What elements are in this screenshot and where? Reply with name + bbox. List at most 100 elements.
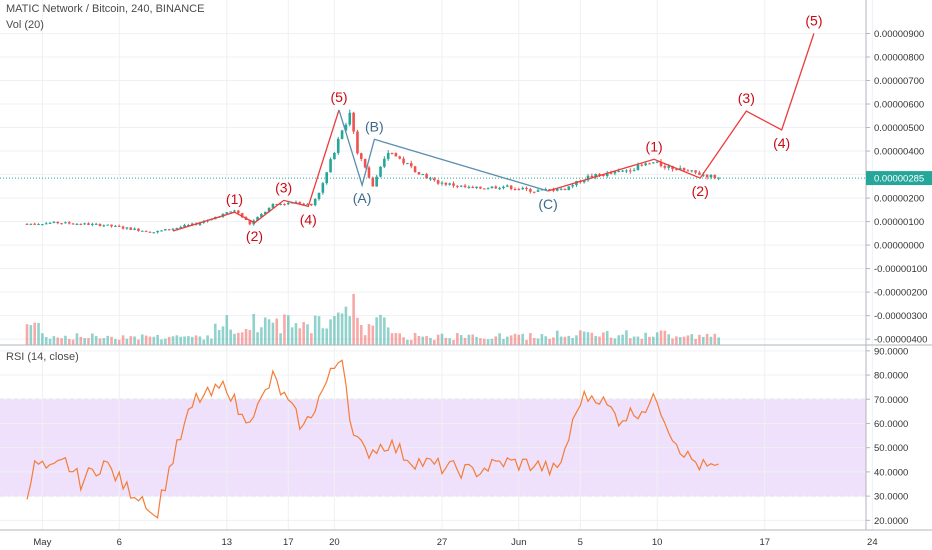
volume-bar: [632, 336, 636, 345]
candle-body: [25, 223, 29, 225]
volume-bar: [67, 339, 71, 345]
candle-body: [471, 186, 475, 189]
volume-bar: [413, 332, 417, 345]
volume-bar: [225, 315, 229, 345]
volume-bar: [406, 339, 409, 345]
rsi-tick-label: 40.0000: [874, 467, 908, 478]
candle-body: [532, 191, 536, 193]
volume-bar: [279, 333, 282, 345]
volume-bar: [613, 338, 617, 345]
candle-body: [344, 124, 348, 131]
volume-bar: [64, 335, 67, 345]
candle-body: [559, 188, 563, 190]
volume-bar: [33, 322, 36, 345]
volume-bar: [48, 338, 52, 345]
candle-body: [283, 203, 286, 205]
time-tick-label: 17: [759, 537, 770, 548]
candle-body: [164, 229, 167, 231]
volume-bar: [336, 312, 340, 345]
wave-label: (5): [330, 89, 347, 105]
volume-bar: [571, 337, 574, 345]
volume-bar: [517, 334, 521, 345]
rsi-layer: [26, 359, 719, 519]
volume-bar: [260, 327, 263, 345]
candle-body: [167, 229, 171, 231]
candle-body: [436, 180, 440, 184]
candle-body: [187, 224, 190, 226]
volume-bar: [598, 336, 601, 345]
candle-body: [433, 178, 436, 181]
volume-bar: [659, 330, 663, 345]
candle-body: [448, 183, 451, 185]
candle-body: [110, 224, 113, 227]
volume-bar: [555, 330, 559, 345]
candle-body: [225, 212, 229, 214]
volume-bar: [179, 336, 182, 345]
candle-body: [406, 163, 409, 165]
volume-bar: [121, 335, 125, 345]
candle-body: [686, 170, 690, 172]
candle-body: [509, 185, 513, 189]
candle-body: [494, 186, 498, 189]
candle-body: [321, 183, 325, 193]
candle-body: [590, 175, 594, 178]
current-price-marker: [866, 171, 932, 186]
candle-body: [417, 172, 421, 175]
rsi-tick-label: 30.0000: [874, 492, 908, 503]
volume-bar: [190, 336, 194, 345]
wave-label: (A): [353, 190, 372, 206]
rsi-indicator-label[interactable]: RSI (14, close): [6, 351, 79, 363]
volume-bar: [359, 325, 363, 345]
time-tick-label: 24: [867, 537, 878, 548]
candle-body: [340, 130, 344, 139]
rsi-line: [26, 359, 719, 519]
volume-bar: [625, 330, 628, 345]
volume-bar: [310, 333, 313, 345]
symbol-title[interactable]: MATIC Network / Bitcoin, 240, BINANCE: [6, 3, 205, 15]
candle-body: [713, 174, 717, 179]
candle-body: [156, 230, 159, 233]
candle-body: [540, 189, 544, 191]
candle-body: [644, 163, 647, 166]
volume-bar: [436, 334, 440, 345]
volume-bar: [125, 338, 129, 345]
candle-body: [421, 174, 425, 176]
wave-label: (4): [773, 135, 790, 151]
price-tick-label: 0.00000200: [874, 194, 924, 205]
volume-bar: [636, 336, 640, 345]
volume-indicator-label[interactable]: Vol (20): [6, 19, 44, 31]
candle-body: [94, 223, 98, 225]
volume-bar: [486, 339, 490, 345]
volume-bar: [217, 329, 221, 345]
candle-body: [117, 225, 121, 227]
volume-bar: [521, 333, 524, 345]
volume-bar: [617, 335, 621, 345]
candle-body: [171, 228, 175, 230]
candle-body: [133, 228, 136, 230]
candle-body: [190, 223, 194, 225]
candle-body: [490, 186, 494, 189]
candle-body: [106, 224, 109, 226]
volume-bar: [87, 338, 90, 345]
candle-body: [663, 166, 667, 168]
volume-bar: [532, 338, 536, 345]
volume-bar: [83, 338, 86, 345]
volume-bar: [467, 334, 471, 345]
volume-bar: [286, 315, 290, 345]
volume-bar: [164, 338, 167, 345]
volume-bar: [371, 325, 375, 345]
candle-body: [256, 216, 259, 221]
volume-bar: [140, 334, 144, 345]
volume-bar: [698, 334, 701, 345]
candle-body: [652, 162, 655, 164]
candle-body: [52, 221, 56, 223]
volume-bar: [321, 328, 325, 345]
candle-body: [394, 153, 398, 157]
wave-label: (3): [275, 179, 292, 195]
volume-bar: [117, 339, 121, 345]
volume-bar: [621, 334, 624, 345]
volume-bar: [709, 336, 713, 345]
volume-bar: [398, 333, 402, 345]
volume-bar: [244, 328, 248, 345]
